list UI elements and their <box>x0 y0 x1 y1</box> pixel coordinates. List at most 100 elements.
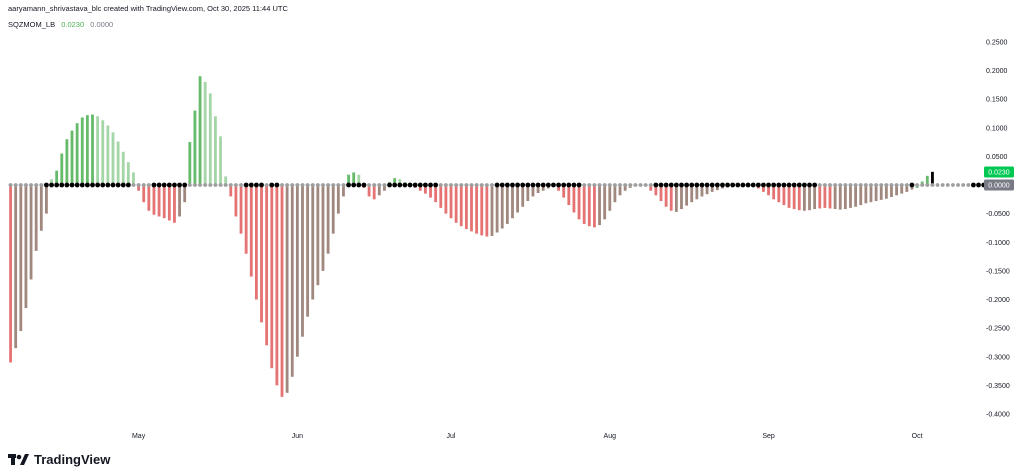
momentum-bar <box>490 185 494 236</box>
tradingview-brand: TradingView <box>8 452 110 467</box>
momentum-bar <box>260 185 263 323</box>
y-tick-label: 0.2500 <box>986 39 1008 46</box>
momentum-bar <box>418 185 422 191</box>
momentum-bar <box>664 185 668 207</box>
squeeze-dot <box>182 182 188 188</box>
momentum-bar <box>423 185 427 194</box>
momentum-bar <box>777 185 781 203</box>
squeeze-dot <box>740 182 746 188</box>
momentum-bar <box>439 185 443 208</box>
squeeze-dot <box>576 182 582 188</box>
momentum-bar <box>475 185 479 234</box>
momentum-bar <box>80 117 84 185</box>
squeeze-dot <box>69 182 75 188</box>
squeeze-dot <box>761 182 766 188</box>
squeeze-dot <box>295 183 300 187</box>
squeeze-dot <box>269 182 275 188</box>
time-scale[interactable]: MayJunJulAugSepOctNov <box>132 433 1024 440</box>
momentum-bar <box>674 185 678 212</box>
momentum-bar <box>96 116 100 185</box>
squeeze-dot <box>90 182 95 188</box>
squeeze-dot <box>689 182 695 188</box>
squeeze-dot <box>382 183 387 187</box>
squeeze-dot <box>971 182 976 188</box>
squeeze-dot <box>372 183 377 187</box>
squeeze-dot <box>725 182 730 188</box>
squeeze-dot <box>684 182 690 188</box>
squeeze-dot <box>540 182 546 188</box>
momentum-bar <box>879 185 883 200</box>
squeeze-dot <box>920 183 925 187</box>
momentum-bar <box>797 185 801 211</box>
plot-area[interactable] <box>8 76 996 397</box>
momentum-bar <box>449 185 453 219</box>
y-tick-label: -0.0500 <box>986 211 1010 218</box>
squeeze-dot <box>515 182 520 188</box>
squeeze-dot <box>628 183 633 187</box>
squeeze-dot <box>59 182 65 188</box>
squeeze-dot <box>535 182 541 188</box>
squeeze-dot <box>904 183 909 187</box>
squeeze-dot <box>530 182 536 188</box>
momentum-bar <box>398 179 402 185</box>
squeeze-dot <box>193 183 197 187</box>
momentum-bar <box>19 185 23 331</box>
momentum-bar <box>859 185 863 206</box>
squeeze-dot <box>730 182 736 188</box>
momentum-bar <box>367 185 371 197</box>
x-tick-label: Jul <box>447 433 456 440</box>
momentum-bar <box>572 185 576 213</box>
squeeze-dot <box>387 182 392 188</box>
squeeze-dot <box>623 183 628 187</box>
squeeze-dot <box>243 182 249 188</box>
squeeze-dot <box>423 182 428 188</box>
momentum-bar <box>306 185 310 317</box>
squeeze-dot <box>412 182 418 188</box>
squeeze-dot <box>356 182 362 188</box>
squeeze-dot <box>720 182 725 188</box>
momentum-bar <box>60 153 64 185</box>
momentum-bar <box>444 185 448 214</box>
squeeze-dot <box>310 183 315 187</box>
momentum-bar <box>500 185 504 229</box>
squeeze-dot <box>633 183 638 187</box>
squeeze-dot <box>663 182 669 188</box>
squeeze-dot <box>336 183 341 187</box>
momentum-bar <box>454 185 458 223</box>
squeeze-dot <box>172 182 177 188</box>
squeeze-dot <box>438 183 443 187</box>
squeeze-dot <box>781 182 787 188</box>
momentum-bar <box>347 174 350 185</box>
squeeze-dot <box>469 183 474 187</box>
squeeze-dot <box>417 182 423 188</box>
x-tick-label: Sep <box>762 433 775 440</box>
momentum-bar <box>833 185 837 210</box>
squeeze-dot <box>44 182 49 188</box>
price-scale[interactable]: 0.2500 0.2000 0.1500 0.1000 0.0500 0.0000 -0.0… <box>986 39 1010 418</box>
squeeze-dot <box>545 182 551 188</box>
momentum-bar <box>116 141 120 185</box>
squeeze-dot <box>79 182 85 188</box>
squeeze-dot <box>433 182 439 188</box>
squeeze-dot <box>848 183 853 187</box>
momentum-bar <box>511 185 514 219</box>
momentum-bar <box>383 185 386 191</box>
momentum-bar <box>562 185 566 198</box>
momentum-bar <box>884 185 888 199</box>
squeeze-dot <box>95 182 101 188</box>
x-tick-label: Oct <box>912 433 923 440</box>
squeeze-dot <box>838 183 843 187</box>
squeeze-dot <box>367 183 371 187</box>
momentum-bar <box>669 185 673 211</box>
squeeze-dot <box>177 182 182 188</box>
y-tick-label: -0.1500 <box>986 268 1010 275</box>
indicator-legend[interactable]: SQZMOM_LB 0.0230 0.0000 <box>8 20 117 29</box>
momentum-bar <box>147 185 151 211</box>
squeeze-dot <box>556 182 561 188</box>
momentum-bar <box>802 185 806 211</box>
momentum-bar <box>649 185 653 191</box>
momentum-bar <box>229 185 233 197</box>
squeeze-dot <box>125 182 131 188</box>
y-tick-label: 0.1500 <box>986 97 1008 104</box>
